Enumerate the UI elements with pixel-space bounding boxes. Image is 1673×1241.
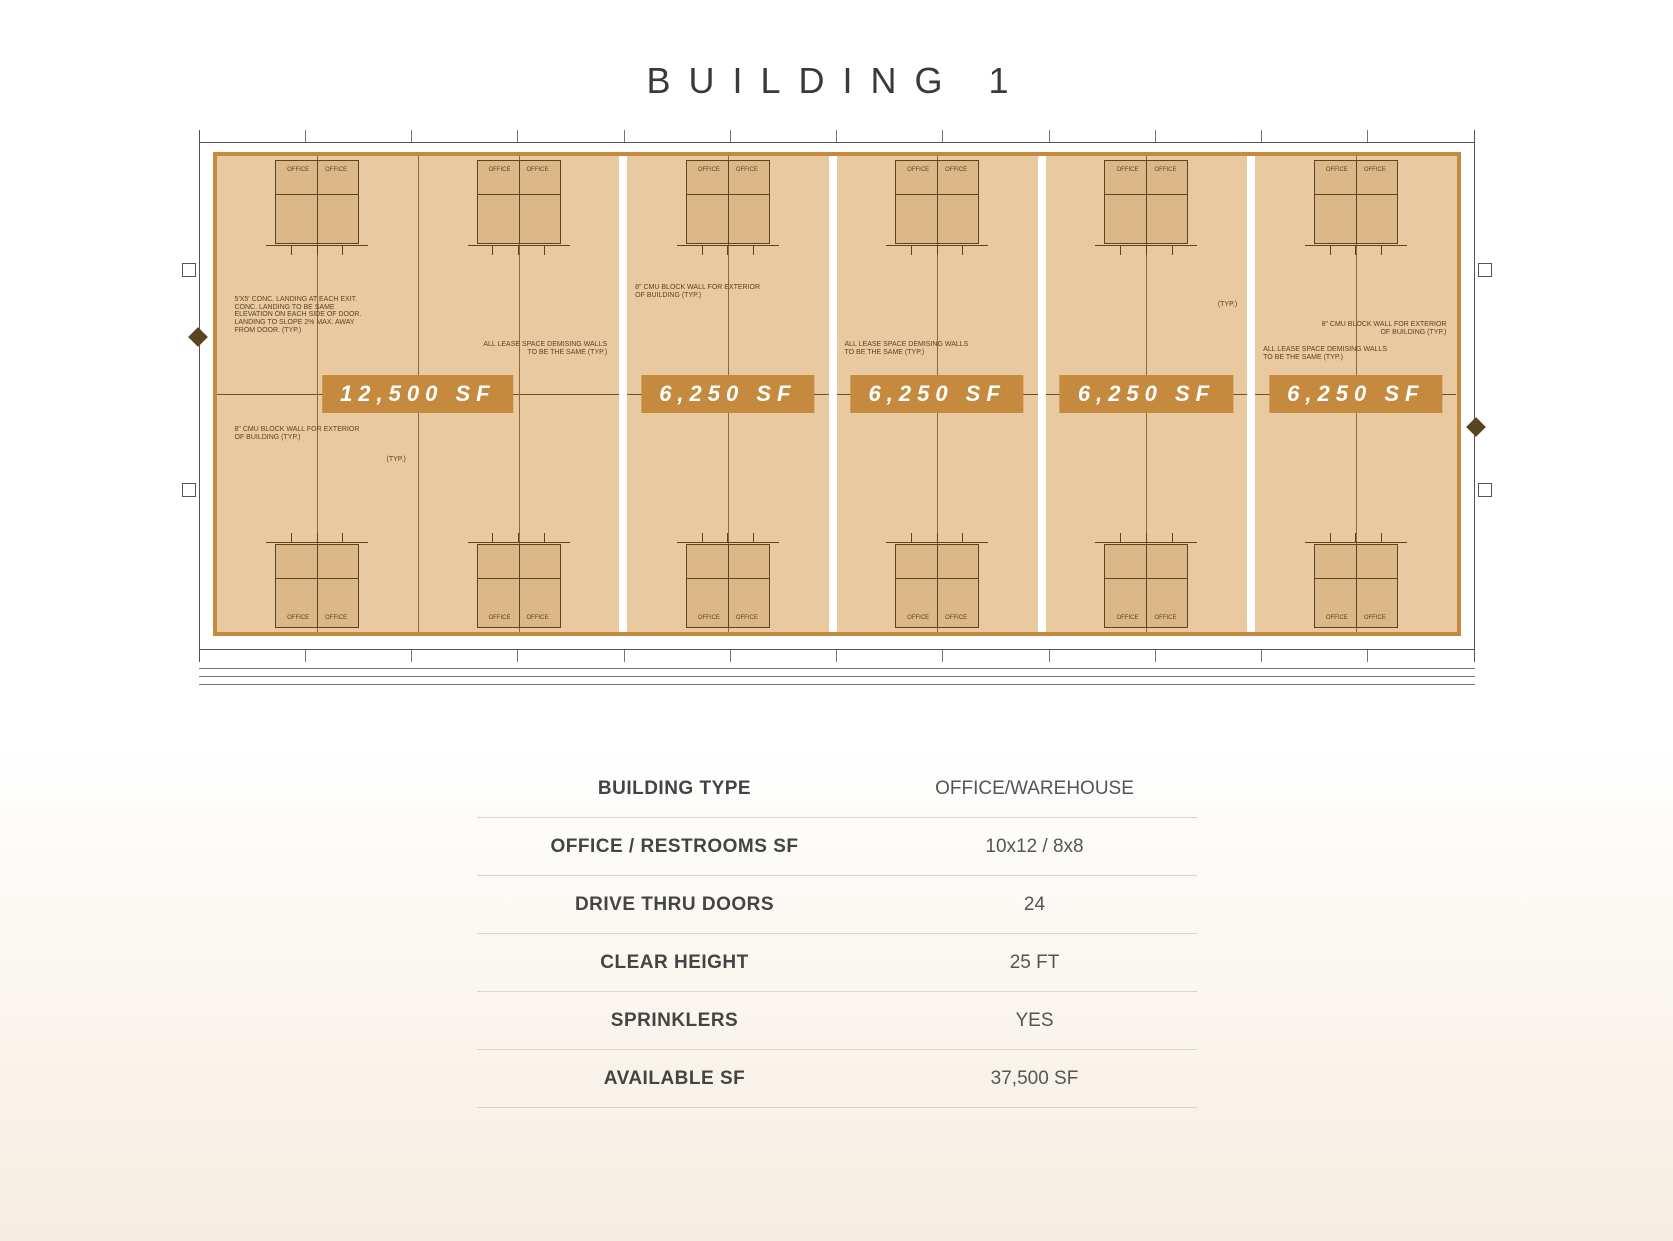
office-cluster: OFFICEOFFICE — [1104, 160, 1188, 244]
office-room-label: OFFICE — [316, 167, 356, 173]
spec-value: YES — [873, 1010, 1197, 1032]
dimension-ticks-bottom — [199, 650, 1475, 662]
unit: OFFICEOFFICEOFFICEOFFICEOFFICEOFFICEOFFI… — [217, 156, 628, 632]
spec-row: OFFICE / RESTROOMS SF10x12 / 8x8 — [477, 818, 1197, 876]
spec-value: 37,500 SF — [873, 1068, 1197, 1090]
office-cluster: OFFICEOFFICE — [275, 160, 359, 244]
spec-label: AVAILABLE SF — [477, 1068, 873, 1090]
plan-note: 5'X5' CONC. LANDING AT EACH EXIT. CONC. … — [235, 296, 365, 334]
office-room-label: OFFICE — [1317, 615, 1357, 621]
office-room-label: OFFICE — [1317, 167, 1357, 173]
plan-note: (TYP.) — [387, 456, 406, 464]
side-mark — [1478, 483, 1492, 497]
office-room-label: OFFICE — [278, 615, 318, 621]
spec-label: SPRINKLERS — [477, 1010, 873, 1032]
office-room-label: OFFICE — [518, 167, 558, 173]
office-cluster: OFFICEOFFICE — [477, 544, 561, 628]
spec-value: OFFICE/WAREHOUSE — [873, 778, 1197, 800]
unit: OFFICEOFFICEOFFICEOFFICE6,250 SFALL LEAS… — [837, 156, 1046, 632]
spec-row: SPRINKLERSYES — [477, 992, 1197, 1050]
office-cluster: OFFICEOFFICE — [1104, 544, 1188, 628]
office-room-label: OFFICE — [898, 615, 938, 621]
plan-units: OFFICEOFFICEOFFICEOFFICEOFFICEOFFICEOFFI… — [213, 152, 1461, 636]
office-room-label: OFFICE — [898, 167, 938, 173]
office-room-label: OFFICE — [727, 167, 767, 173]
side-mark — [1478, 263, 1492, 277]
office-room-label: OFFICE — [278, 167, 318, 173]
office-room-label: OFFICE — [1107, 615, 1147, 621]
office-cluster: OFFICEOFFICE — [477, 160, 561, 244]
plan-note: 8" CMU BLOCK WALL FOR EXTERIOR OF BUILDI… — [635, 284, 765, 299]
spec-row: AVAILABLE SF37,500 SF — [477, 1050, 1197, 1108]
office-room-label: OFFICE — [689, 615, 729, 621]
office-cluster: OFFICEOFFICE — [1314, 544, 1398, 628]
office-room-label: OFFICE — [480, 615, 520, 621]
spec-row: CLEAR HEIGHT25 FT — [477, 934, 1197, 992]
plan-note: ALL LEASE SPACE DEMISING WALLS TO BE THE… — [477, 341, 607, 356]
office-room-label: OFFICE — [1145, 167, 1185, 173]
spec-label: OFFICE / RESTROOMS SF — [477, 836, 873, 858]
office-room-label: OFFICE — [936, 167, 976, 173]
side-mark — [182, 483, 196, 497]
spec-row: BUILDING TYPEOFFICE/WAREHOUSE — [477, 760, 1197, 818]
unit-sf-label: 6,250 SF — [1269, 375, 1442, 413]
floorplan: OFFICEOFFICEOFFICEOFFICEOFFICEOFFICEOFFI… — [187, 130, 1487, 690]
unit: OFFICEOFFICEOFFICEOFFICE6,250 SF8" CMU B… — [1255, 156, 1456, 632]
office-room-label: OFFICE — [1355, 615, 1395, 621]
office-room-label: OFFICE — [1145, 615, 1185, 621]
spec-label: DRIVE THRU DOORS — [477, 894, 873, 916]
spec-table: BUILDING TYPEOFFICE/WAREHOUSEOFFICE / RE… — [477, 760, 1197, 1108]
office-cluster: OFFICEOFFICE — [686, 160, 770, 244]
office-room-label: OFFICE — [518, 615, 558, 621]
unit-sf-label: 12,500 SF — [322, 375, 514, 413]
office-room-label: OFFICE — [936, 615, 976, 621]
spec-label: BUILDING TYPE — [477, 778, 873, 800]
plan-note: 8" CMU BLOCK WALL FOR EXTERIOR OF BUILDI… — [235, 426, 365, 441]
office-room-label: OFFICE — [1107, 167, 1147, 173]
office-cluster: OFFICEOFFICE — [275, 544, 359, 628]
office-room-label: OFFICE — [727, 615, 767, 621]
spec-value: 25 FT — [873, 952, 1197, 974]
plan-note: (TYP.) — [1218, 301, 1237, 309]
unit: OFFICEOFFICEOFFICEOFFICE6,250 SF(TYP.) — [1046, 156, 1255, 632]
plan-note: ALL LEASE SPACE DEMISING WALLS TO BE THE… — [1263, 346, 1393, 361]
dimension-lines-bottom — [199, 664, 1475, 690]
unit-sf-label: 6,250 SF — [851, 375, 1024, 413]
unit-sf-label: 6,250 SF — [1060, 375, 1233, 413]
spec-value: 10x12 / 8x8 — [873, 836, 1197, 858]
office-room-label: OFFICE — [316, 615, 356, 621]
dimension-ticks-top — [199, 130, 1475, 142]
spec-row: DRIVE THRU DOORS24 — [477, 876, 1197, 934]
page-container: BUILDING 1 OFFICEOFFICEOFFICEOFFICEOFFIC… — [0, 0, 1673, 1108]
office-room-label: OFFICE — [689, 167, 729, 173]
office-cluster: OFFICEOFFICE — [895, 544, 979, 628]
spec-value: 24 — [873, 894, 1197, 916]
office-cluster: OFFICEOFFICE — [1314, 160, 1398, 244]
plan-note: 8" CMU BLOCK WALL FOR EXTERIOR OF BUILDI… — [1316, 321, 1446, 336]
office-room-label: OFFICE — [480, 167, 520, 173]
office-cluster: OFFICEOFFICE — [686, 544, 770, 628]
office-cluster: OFFICEOFFICE — [895, 160, 979, 244]
plan-note: ALL LEASE SPACE DEMISING WALLS TO BE THE… — [845, 341, 975, 356]
side-mark — [182, 263, 196, 277]
office-room-label: OFFICE — [1355, 167, 1395, 173]
spec-label: CLEAR HEIGHT — [477, 952, 873, 974]
unit-sf-label: 6,250 SF — [641, 375, 814, 413]
unit: OFFICEOFFICEOFFICEOFFICE6,250 SF8" CMU B… — [627, 156, 836, 632]
page-title: BUILDING 1 — [646, 60, 1026, 102]
